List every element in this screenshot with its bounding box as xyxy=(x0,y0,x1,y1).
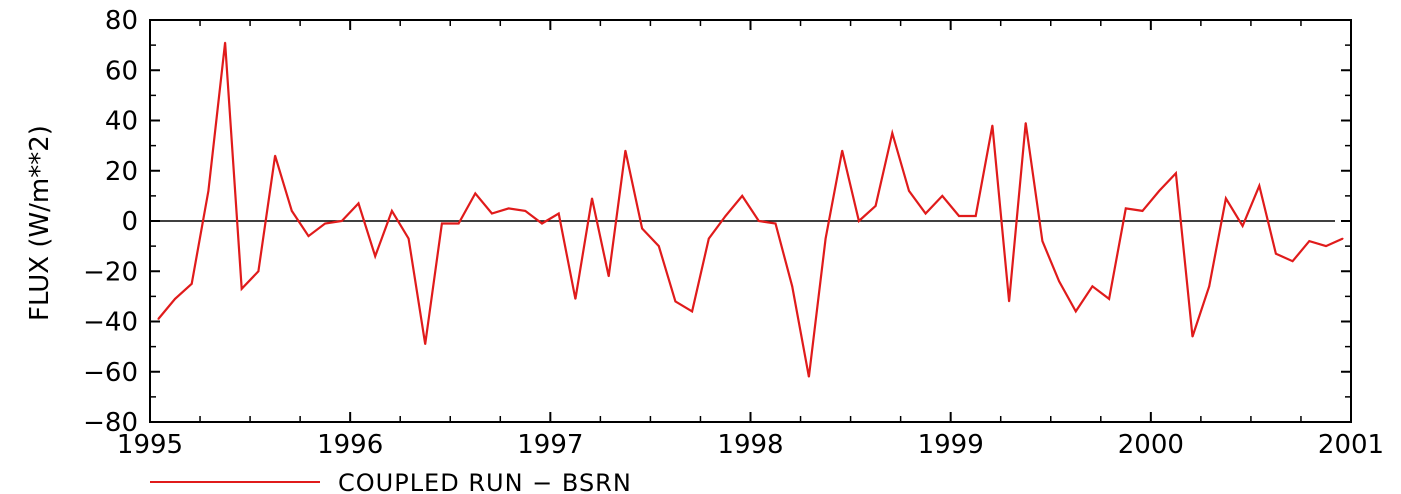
data-point xyxy=(290,210,293,212)
data-point xyxy=(307,235,310,237)
data-point xyxy=(657,245,660,248)
data-point xyxy=(557,212,560,215)
x-tick-label: 1999 xyxy=(918,430,984,460)
x-tick-label: 2000 xyxy=(1118,430,1184,460)
data-point xyxy=(824,237,827,240)
y-tick-label: 60 xyxy=(105,56,138,86)
data-point xyxy=(224,41,226,44)
data-point xyxy=(1308,240,1311,243)
data-point xyxy=(707,237,710,240)
data-point xyxy=(274,154,277,157)
data-point xyxy=(1174,172,1177,175)
data-point xyxy=(1041,240,1044,243)
data-point xyxy=(624,149,627,152)
series-line xyxy=(157,42,1344,377)
data-point xyxy=(1291,260,1294,263)
data-point xyxy=(357,202,360,205)
data-point xyxy=(1124,207,1127,210)
data-point xyxy=(474,192,477,195)
data-point xyxy=(1325,245,1327,248)
data-point xyxy=(757,220,760,222)
data-point xyxy=(207,189,210,192)
data-point xyxy=(941,194,944,197)
data-point xyxy=(257,270,260,273)
data-point xyxy=(340,220,343,222)
data-point xyxy=(591,197,593,200)
data-point xyxy=(991,124,994,127)
y-tick-label: −60 xyxy=(83,358,138,388)
x-tick-label: 1995 xyxy=(117,430,183,460)
data-point xyxy=(1258,184,1261,187)
data-point xyxy=(1275,252,1277,255)
data-point xyxy=(958,215,960,217)
data-point xyxy=(174,297,176,300)
data-point xyxy=(641,227,643,230)
data-point xyxy=(374,255,377,258)
y-tick-label: −80 xyxy=(83,408,138,438)
data-point xyxy=(1241,225,1244,227)
data-point xyxy=(724,215,727,217)
data-point xyxy=(240,287,243,290)
y-tick-label: −20 xyxy=(83,257,138,287)
data-point xyxy=(457,222,460,225)
data-point xyxy=(390,210,393,212)
data-point xyxy=(858,220,860,222)
y-axis-ticks: −80 −60 −40 −20 0 20 40 60 80 xyxy=(83,6,1351,438)
data-point xyxy=(1091,285,1094,288)
data-point xyxy=(791,285,794,288)
x-tick-label: 1996 xyxy=(317,430,383,460)
y-tick-label: 40 xyxy=(105,107,138,137)
x-tick-label: 2001 xyxy=(1318,430,1384,460)
data-point xyxy=(807,375,810,378)
y-tick-label: 80 xyxy=(105,6,138,36)
data-point xyxy=(424,343,427,346)
y-tick-label: 0 xyxy=(121,207,138,237)
data-point xyxy=(874,205,877,207)
data-point xyxy=(674,300,677,303)
legend-label: COUPLED RUN − BSRN xyxy=(338,469,632,494)
y-axis-label: FLUX (W/m**2) xyxy=(25,125,55,321)
data-point xyxy=(157,318,160,320)
data-point xyxy=(1158,189,1161,192)
data-point xyxy=(908,189,910,192)
data-point xyxy=(524,210,527,212)
data-point xyxy=(1141,210,1144,212)
data-point xyxy=(924,212,927,215)
x-tick-label: 1998 xyxy=(717,430,783,460)
data-point xyxy=(491,212,493,215)
data-point xyxy=(1108,297,1111,300)
data-point xyxy=(607,275,610,278)
data-point xyxy=(774,222,777,225)
data-point xyxy=(1008,300,1010,303)
legend: COUPLED RUN − BSRN xyxy=(150,469,632,494)
data-point xyxy=(541,222,543,225)
data-point xyxy=(507,207,510,210)
data-point xyxy=(190,282,193,285)
data-point xyxy=(574,297,577,300)
x-tick-label: 1997 xyxy=(517,430,583,460)
data-point xyxy=(741,194,744,197)
data-point xyxy=(891,132,894,134)
data-point xyxy=(407,237,410,240)
data-point xyxy=(1191,335,1194,338)
plot-area xyxy=(150,41,1344,378)
data-point xyxy=(1208,285,1211,288)
data-point xyxy=(1074,310,1077,313)
data-point xyxy=(1058,280,1060,283)
x-axis-ticks: 1995 1996 1997 1998 1999 2000 2001 xyxy=(117,20,1384,460)
data-point xyxy=(1341,237,1344,240)
data-point xyxy=(691,310,694,313)
data-point xyxy=(441,222,443,225)
y-tick-label: 20 xyxy=(105,157,138,187)
data-point xyxy=(841,149,844,152)
y-tick-label: −40 xyxy=(83,308,138,338)
data-point xyxy=(1024,122,1027,124)
data-point xyxy=(1224,197,1227,200)
data-point xyxy=(324,222,327,225)
data-point xyxy=(974,215,977,217)
